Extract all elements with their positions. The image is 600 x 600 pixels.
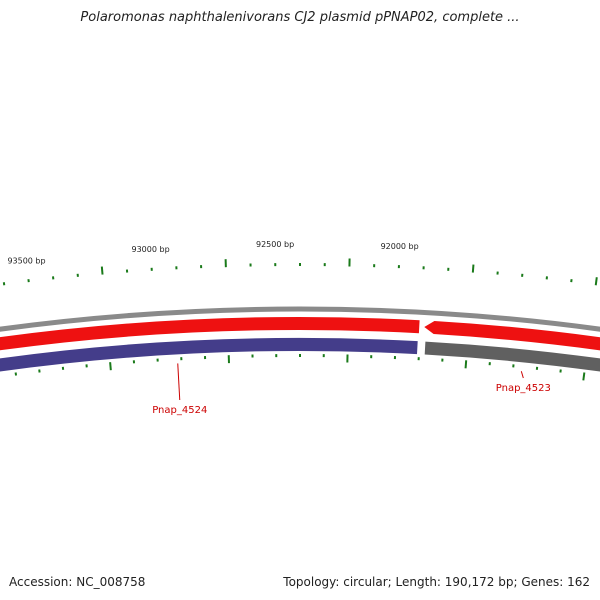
- major-tick: [109, 362, 112, 371]
- forward-gene-right[interactable]: [424, 321, 600, 379]
- major-tick: [582, 372, 586, 381]
- scale-label: 92000 bp: [381, 242, 419, 251]
- scale-label: 93000 bp: [132, 245, 170, 254]
- genome-stats-text: Topology: circular; Length: 190,172 bp; …: [283, 575, 590, 589]
- map-title: Polaromonas naphthalenivorans CJ2 plasmi…: [80, 10, 520, 25]
- major-tick: [100, 266, 104, 275]
- outer-tick-marks: [2, 258, 598, 286]
- scale-label: 92500 bp: [256, 240, 294, 249]
- gene-label-leaders: [177, 363, 524, 401]
- major-tick: [464, 360, 468, 369]
- major-tick: [471, 264, 475, 273]
- gene-label-pnap-4524[interactable]: Pnap_4524: [152, 405, 207, 416]
- reverse-gene-pnap-4523[interactable]: [424, 341, 600, 400]
- gene-label-leader: [520, 371, 524, 379]
- accession-text: Accession: NC_008758: [9, 575, 146, 589]
- scale-label: 93500 bp: [7, 256, 45, 265]
- major-tick: [594, 277, 598, 286]
- backbone-ring: [0, 306, 600, 332]
- gene-label-pnap-4523[interactable]: Pnap_4523: [496, 383, 551, 394]
- inner-tick-marks: [14, 354, 586, 381]
- gene-label-leader: [177, 363, 181, 401]
- reverse-gene-pnap-4524[interactable]: [0, 337, 418, 399]
- forward-gene-left[interactable]: [0, 316, 420, 379]
